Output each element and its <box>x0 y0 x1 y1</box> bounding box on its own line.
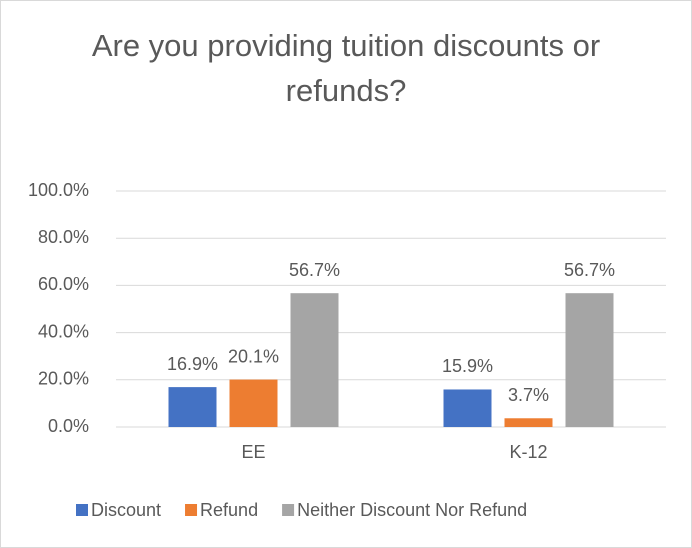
data-label: 56.7% <box>564 260 615 280</box>
data-label: 20.1% <box>228 346 279 366</box>
bar <box>565 293 614 427</box>
data-label: 56.7% <box>289 260 340 280</box>
legend-swatch <box>76 504 88 516</box>
legend-label: Refund <box>200 500 258 520</box>
data-label: 16.9% <box>167 354 218 374</box>
y-tick-label: 20.0% <box>38 369 89 389</box>
y-tick-label: 60.0% <box>38 274 89 294</box>
legend-swatch <box>282 504 295 516</box>
y-tick-label: 40.0% <box>38 321 89 341</box>
bar <box>168 387 217 427</box>
data-label: 3.7% <box>508 385 549 405</box>
bar <box>229 379 278 427</box>
y-tick-label: 80.0% <box>38 227 89 247</box>
data-label: 15.9% <box>442 356 493 376</box>
legend-label: Neither Discount Nor Refund <box>297 500 527 520</box>
y-tick-label: 0.0% <box>48 416 89 436</box>
x-tick-label: K-12 <box>509 442 547 462</box>
x-tick-label: EE <box>241 442 265 462</box>
legend-label: Discount <box>91 500 161 520</box>
bar <box>443 389 492 427</box>
y-tick-label: 100.0% <box>28 180 89 200</box>
bar <box>504 418 553 427</box>
bar <box>290 293 339 427</box>
legend-swatch <box>185 504 198 516</box>
chart-title: Are you providing tuition discounts or r… <box>91 28 601 108</box>
